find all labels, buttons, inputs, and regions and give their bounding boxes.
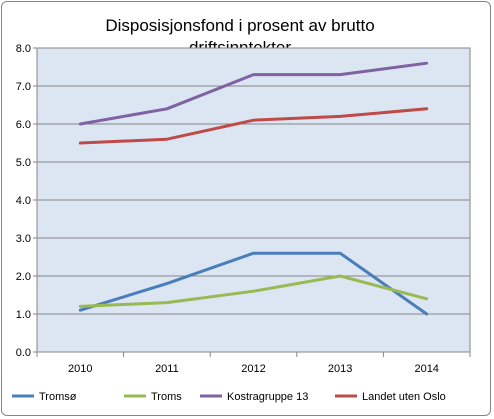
series-line-2 (78, 274, 429, 308)
series-line-1 (78, 251, 429, 316)
y-tick-label: 4.0 (16, 195, 31, 207)
y-tick-label: 0.0 (16, 347, 31, 359)
y-tick-label: 5.0 (16, 157, 31, 169)
legend-label: Kostragruppe 13 (227, 391, 308, 403)
y-axis-ticks: 0.0 1.0 2.0 3.0 4.0 5.0 6.0 7.0 8.0 (16, 43, 37, 359)
y-tick-label: 7.0 (16, 81, 31, 93)
x-axis-ticks: 2010 2011 2012 2013 2014 (36, 352, 471, 375)
x-tick-label: 2014 (414, 363, 438, 375)
legend: Tromsø Troms Kostragruppe 13 Landet uten Os… (12, 391, 446, 403)
y-tick-label: 2.0 (16, 271, 31, 283)
legend-label: Landet uten Oslo (362, 391, 446, 403)
series-line-3 (78, 61, 429, 126)
series-lines (78, 61, 429, 316)
y-tick-label: 1.0 (16, 309, 31, 321)
series-line-4 (78, 107, 429, 145)
chart-title-line-1: Disposisjonsfond i prosent av brutto (105, 16, 374, 35)
y-tick-label: 8.0 (16, 43, 31, 55)
y-tick-label: 3.0 (16, 233, 31, 245)
gridlines (37, 47, 470, 315)
x-tick-label: 2010 (68, 363, 92, 375)
x-tick-label: 2013 (328, 363, 352, 375)
x-tick-label: 2012 (241, 363, 265, 375)
legend-label: Tromsø (39, 391, 77, 403)
legend-label: Troms (151, 391, 182, 403)
x-tick-label: 2011 (155, 363, 179, 375)
y-tick-label: 6.0 (16, 119, 31, 131)
